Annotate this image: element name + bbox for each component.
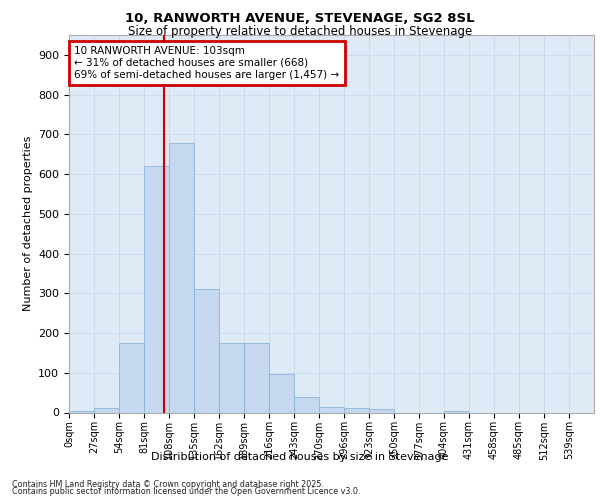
Text: Contains HM Land Registry data © Crown copyright and database right 2025.: Contains HM Land Registry data © Crown c… — [12, 480, 324, 489]
Bar — [219, 343, 244, 412]
Bar — [344, 408, 369, 412]
Text: Contains public sector information licensed under the Open Government Licence v3: Contains public sector information licen… — [12, 487, 361, 496]
Bar — [294, 396, 319, 412]
Y-axis label: Number of detached properties: Number of detached properties — [23, 136, 32, 312]
Text: Size of property relative to detached houses in Stevenage: Size of property relative to detached ho… — [128, 25, 472, 38]
Bar — [69, 410, 94, 412]
Bar — [269, 374, 294, 412]
Text: 10 RANWORTH AVENUE: 103sqm
← 31% of detached houses are smaller (668)
69% of sem: 10 RANWORTH AVENUE: 103sqm ← 31% of deta… — [74, 46, 340, 80]
Bar — [144, 166, 169, 412]
Bar — [319, 406, 344, 412]
Bar — [169, 143, 194, 412]
Bar — [194, 290, 219, 412]
Text: 10, RANWORTH AVENUE, STEVENAGE, SG2 8SL: 10, RANWORTH AVENUE, STEVENAGE, SG2 8SL — [125, 12, 475, 26]
Bar — [119, 343, 144, 412]
Bar — [369, 408, 394, 412]
Bar — [444, 410, 469, 412]
Bar — [94, 408, 119, 412]
Bar — [244, 343, 269, 412]
Text: Distribution of detached houses by size in Stevenage: Distribution of detached houses by size … — [151, 452, 449, 462]
